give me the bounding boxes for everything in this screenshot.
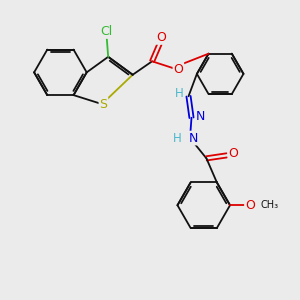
Text: H: H <box>175 87 183 101</box>
Text: CH₃: CH₃ <box>261 200 279 210</box>
Text: O: O <box>245 199 255 212</box>
Text: O: O <box>156 31 166 44</box>
Text: Cl: Cl <box>100 25 113 38</box>
Text: H: H <box>173 132 182 145</box>
Text: N: N <box>188 132 198 145</box>
Text: N: N <box>196 110 205 123</box>
Text: O: O <box>173 63 183 76</box>
Text: O: O <box>228 147 238 161</box>
Text: S: S <box>99 98 107 111</box>
